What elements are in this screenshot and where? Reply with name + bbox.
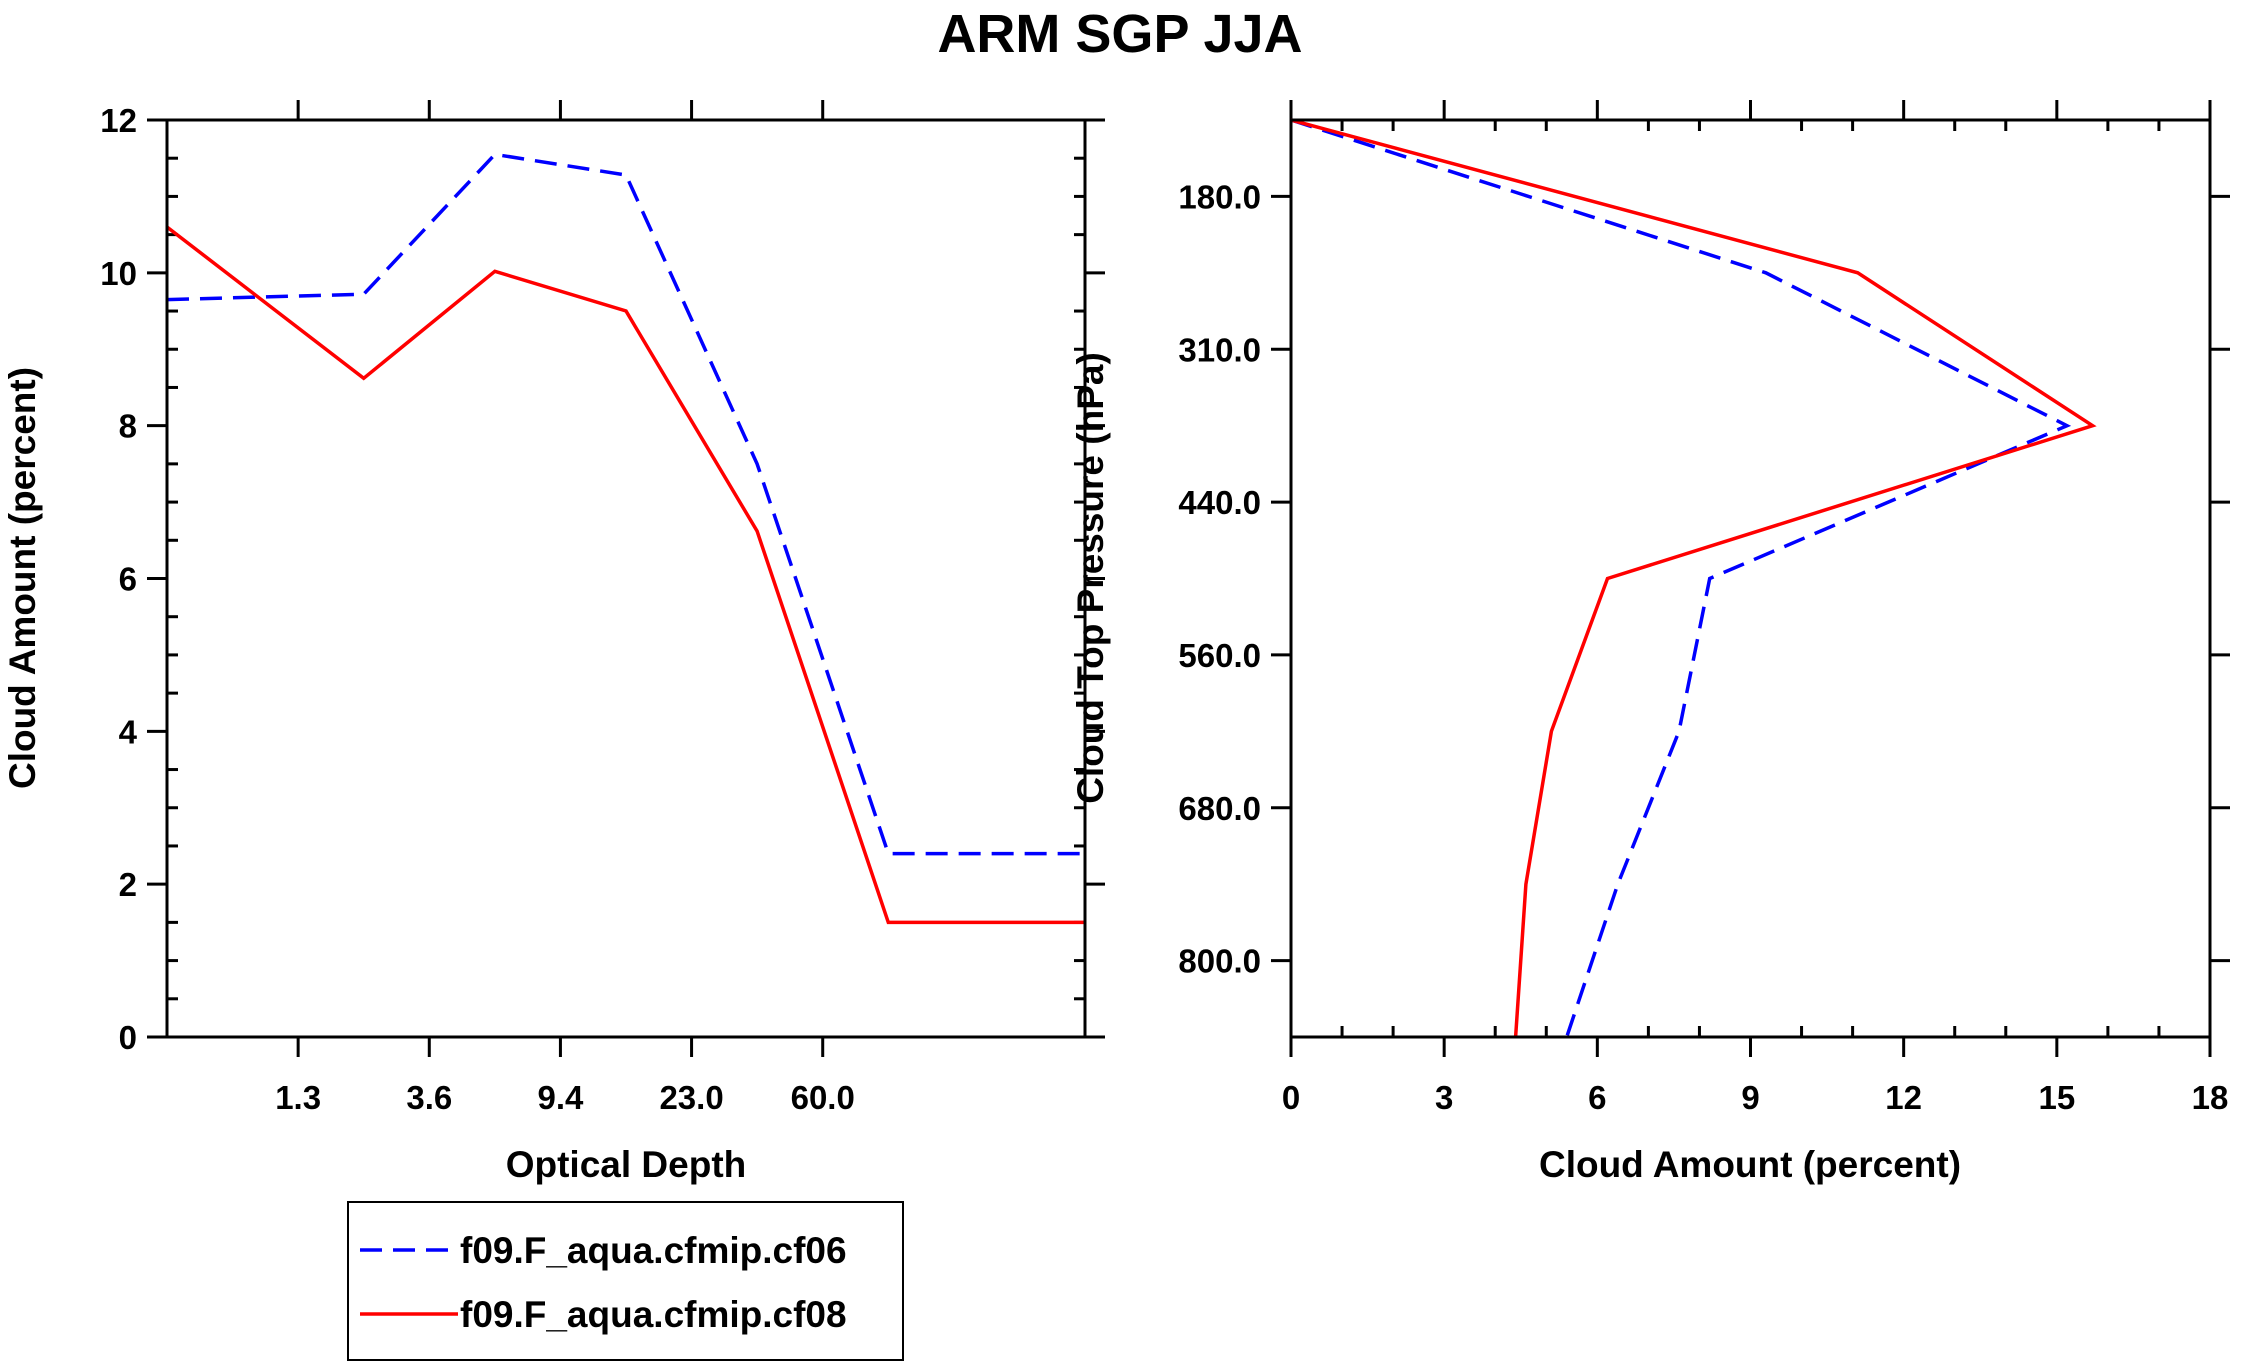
left-ylabel: Cloud Amount (percent) (2, 367, 43, 789)
left-y-tick-label: 12 (100, 102, 137, 139)
right-x-tick-label: 12 (1885, 1079, 1922, 1116)
left-y-tick-label: 0 (119, 1019, 137, 1056)
right-panel: 0 3 6 9 12 15 18 180.0 310.0 440.0 560.0 680.0 800.0… (1070, 100, 2230, 1185)
right-series-line-cf06 (1290, 118, 2072, 1038)
left-x-tick-label: 3.6 (406, 1079, 452, 1116)
legend-label-cf06: f09.F_aqua.cfmip.cf06 (460, 1230, 847, 1271)
left-xlabel: Optical Depth (506, 1144, 747, 1185)
right-ticks: 0 3 6 9 12 15 18 180.0 310.0 440.0 560.0 680.0 800.0 (1178, 100, 2230, 1116)
right-y-tick-label: 680.0 (1178, 790, 1261, 827)
left-y-tick-label: 10 (100, 255, 137, 292)
right-ylabel: Cloud Top Pressure (hPa) (1070, 352, 1111, 804)
right-x-tick-label: 0 (1282, 1079, 1300, 1116)
right-y-tick-label: 800.0 (1178, 943, 1261, 980)
left-lines (165, 152, 1085, 925)
right-y-tick-label: 310.0 (1178, 331, 1261, 368)
right-x-tick-label: 9 (1741, 1079, 1759, 1116)
left-x-tick-label: 9.4 (537, 1079, 584, 1116)
right-x-tick-label: 3 (1435, 1079, 1453, 1116)
right-x-tick-label: 18 (2192, 1079, 2229, 1116)
legend-label-cf08: f09.F_aqua.cfmip.cf08 (460, 1294, 847, 1335)
left-x-tick-label: 60.0 (791, 1079, 855, 1116)
right-series-line-cf08 (1290, 118, 2097, 1038)
right-xlabel: Cloud Amount (percent) (1539, 1144, 1961, 1185)
right-y-tick-label: 440.0 (1178, 484, 1261, 521)
right-y-tick-label: 180.0 (1178, 178, 1261, 215)
right-lines (1290, 118, 2097, 1038)
left-series-line-cf08 (165, 225, 1085, 925)
chart-title: ARM SGP JJA (937, 4, 1302, 64)
right-plot-frame (1289, 118, 2212, 1039)
left-x-tick-label: 23.0 (659, 1079, 723, 1116)
left-plot-frame (165, 118, 1087, 1039)
left-y-tick-label: 8 (119, 408, 137, 445)
left-y-tick-label: 4 (119, 713, 138, 750)
right-x-tick-label: 15 (2038, 1079, 2075, 1116)
legend-box (347, 1201, 904, 1361)
left-x-tick-label: 1.3 (275, 1079, 321, 1116)
legend: f09.F_aqua.cfmip.cf06 f09.F_aqua.cfmip.c… (347, 1201, 904, 1361)
left-ticks: 0 2 4 6 8 10 12 1.3 3.6 9.4 23.0 60.0 (100, 100, 1105, 1116)
left-y-tick-label: 2 (119, 866, 137, 903)
left-panel: 0 2 4 6 8 10 12 1.3 3.6 9.4 23.0 60.0 Optical Depth… (2, 100, 1105, 1185)
right-y-tick-label: 560.0 (1178, 637, 1261, 674)
right-x-tick-label: 6 (1588, 1079, 1606, 1116)
left-series-line-cf06 (166, 152, 1085, 856)
left-y-tick-label: 6 (119, 561, 137, 598)
